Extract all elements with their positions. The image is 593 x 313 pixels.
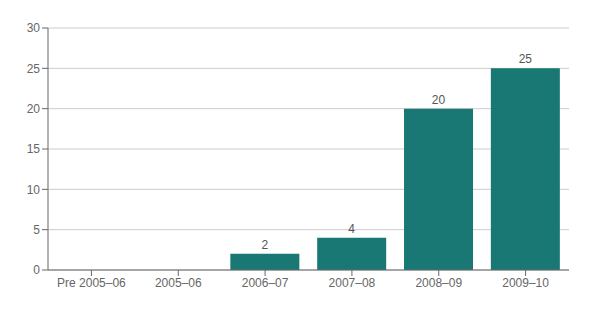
svg-text:2006–07: 2006–07 (242, 276, 289, 290)
svg-text:4: 4 (348, 222, 355, 236)
svg-text:2007–08: 2007–08 (329, 276, 376, 290)
svg-text:15: 15 (27, 142, 41, 156)
svg-text:0: 0 (33, 263, 40, 277)
svg-text:Pre 2005–06: Pre 2005–06 (57, 276, 126, 290)
svg-text:25: 25 (519, 52, 533, 66)
svg-text:2009–10: 2009–10 (502, 276, 549, 290)
svg-text:20: 20 (432, 93, 446, 107)
svg-text:10: 10 (27, 183, 41, 197)
svg-text:2005–06: 2005–06 (155, 276, 202, 290)
svg-text:2008–09: 2008–09 (415, 276, 462, 290)
svg-text:25: 25 (27, 62, 41, 76)
svg-text:5: 5 (33, 223, 40, 237)
svg-text:2: 2 (262, 238, 269, 252)
svg-text:20: 20 (27, 102, 41, 116)
svg-text:30: 30 (27, 21, 41, 35)
